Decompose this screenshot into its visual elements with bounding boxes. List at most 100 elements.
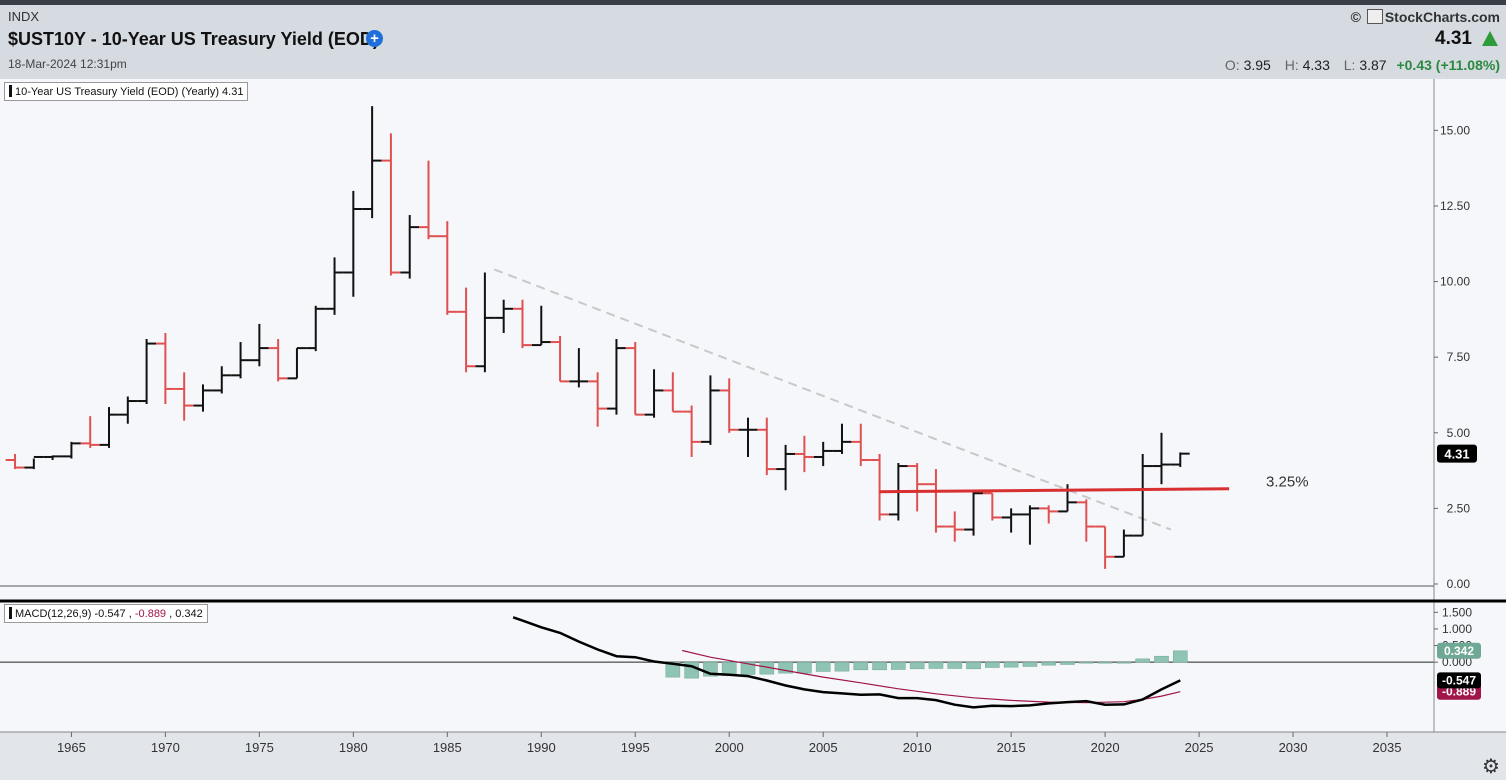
ohlc-bar [945,511,965,542]
high-label: H: [1284,57,1299,73]
up-arrow-icon [1482,31,1498,46]
x-tick-label: 1970 [151,740,180,755]
open-label: O: [1224,57,1240,73]
x-tick-label: 1985 [433,740,462,755]
ohlc-bar [1076,499,1096,542]
macd-histogram-bar [815,661,831,672]
ohlc-bar [343,190,363,297]
ohlc-bar [513,299,532,349]
badges: 4.310.342-0.889-0.547 [1437,444,1481,700]
x-tick-label: 1965 [57,740,86,755]
ohlc-bar [419,160,438,240]
macd-histogram-bar [1172,650,1188,663]
x-tick-label: 2025 [1185,740,1214,755]
ohlc-bar [475,272,495,373]
x-tick-label: 2015 [997,740,1026,755]
x-tick-label: 1995 [621,740,650,755]
macd-histogram-bar [853,661,869,671]
x-tick-label: 2005 [809,740,838,755]
macd-histogram-bar [1154,655,1169,663]
gear-icon[interactable]: ⚙ [1482,756,1500,778]
ohlc-bar [719,378,739,433]
ohlc-bar [625,342,645,416]
ohlc-bar [1114,529,1134,558]
high-value: 4.33 [1302,57,1330,73]
ohlc-bar [437,221,457,315]
macd-legend-macd: -0.547 [94,608,126,620]
ohlc-bar [249,323,269,367]
ohlc-bar [832,423,852,454]
macd-histogram-bar [1116,661,1132,664]
ohlc-bar [701,375,720,445]
macd-histogram-badge-text: 0.342 [1444,644,1474,658]
macd-line [512,616,1181,709]
trend-line [493,268,1172,531]
x-axis-area [0,732,1506,780]
x-tick-label: 2020 [1091,740,1120,755]
price-legend[interactable]: 10-Year US Treasury Yield (EOD) (Yearly)… [4,82,249,101]
last-value-badge: 4.31 [1437,444,1477,463]
ohlc-bar [982,492,1002,521]
trend-line-group [493,268,1172,531]
ohlc-bar [794,435,814,473]
x-tick-label: 2030 [1279,740,1308,755]
macd-histogram-bar [1060,661,1075,665]
ohlc-bar [682,405,702,457]
ohlc-bar [870,453,889,521]
ohlc-bar [137,339,156,405]
ohlc-bar [5,453,25,470]
ohlc-bar [306,305,326,352]
ohlc-bar [80,416,100,448]
y-tick-label: 2.50 [1447,501,1471,515]
brand-label[interactable]: © StockCharts.com [1350,9,1500,25]
macd-histogram-bar [966,661,981,670]
macd-legend[interactable]: MACD(12,26,9) -0.547 , -0.889 , 0.342 [4,604,208,623]
top-strip [0,0,1506,5]
ohlc-bar [757,417,777,476]
symbol-title: $UST10Y - 10-Year US Treasury Yield (EOD… [8,29,379,49]
x-tick-label: 1990 [527,740,556,755]
ohlc-bar [24,455,44,470]
ohlc-bar [155,332,175,405]
macd-histogram-bar [891,661,906,670]
macd-histogram-bar [1003,661,1019,668]
low-label: L: [1343,57,1356,73]
support-line-group: 3.25% [879,474,1309,494]
ohlc-bar [1001,508,1021,533]
ohlc-bar [776,444,795,491]
macd-histogram-bar [797,661,812,674]
stockcharts-logo-icon [1366,9,1383,24]
macd-value-badge-text: -0.547 [1442,673,1476,687]
ohlc-bar [569,348,589,388]
macd-legend-signal: -0.889 [134,608,167,620]
x-tick-label: 2000 [715,740,744,755]
ohlc-bar [400,215,420,279]
macd-histogram-bar [985,661,1000,668]
ohlc-bar [62,441,81,459]
last-value-badge-text: 4.31 [1444,447,1469,462]
legend-marker-icon [9,607,12,619]
ohlc-bar [362,106,382,219]
x-tick-label: 1980 [339,740,368,755]
ohlc-summary: O: 3.95 H: 4.33 L: 3.87 +0.43 (+11.08%) [1215,57,1500,73]
ohlc-bar [1020,505,1040,545]
macd-histogram-bar [740,661,756,675]
macd-histogram-bar [1097,661,1113,664]
macd-value-badge: -0.547 [1437,672,1481,689]
legend-marker-icon [9,85,12,97]
y-tick-label: 0.00 [1447,577,1471,591]
macd-legend-hist: 0.342 [175,608,203,620]
ohlc-bar [1152,432,1171,485]
macd-histogram-bar [1041,661,1057,666]
y-tick-label: 10.00 [1440,275,1470,289]
macd-panel [0,616,1434,709]
chart-header: INDX $UST10Y - 10-Year US Treasury Yield… [0,5,1506,77]
ohlc-bar [663,372,683,413]
ohlc-bar [607,339,626,415]
add-symbol-icon[interactable]: + [366,30,383,47]
macd-histogram-bar [1135,658,1150,663]
low-value: 3.87 [1359,57,1387,73]
axes: 15.00 12.50 10.00 7.50 5.00 2.50 0.00 1965 1970 1… [0,79,1506,755]
last-value-badge-bg [1437,444,1477,463]
